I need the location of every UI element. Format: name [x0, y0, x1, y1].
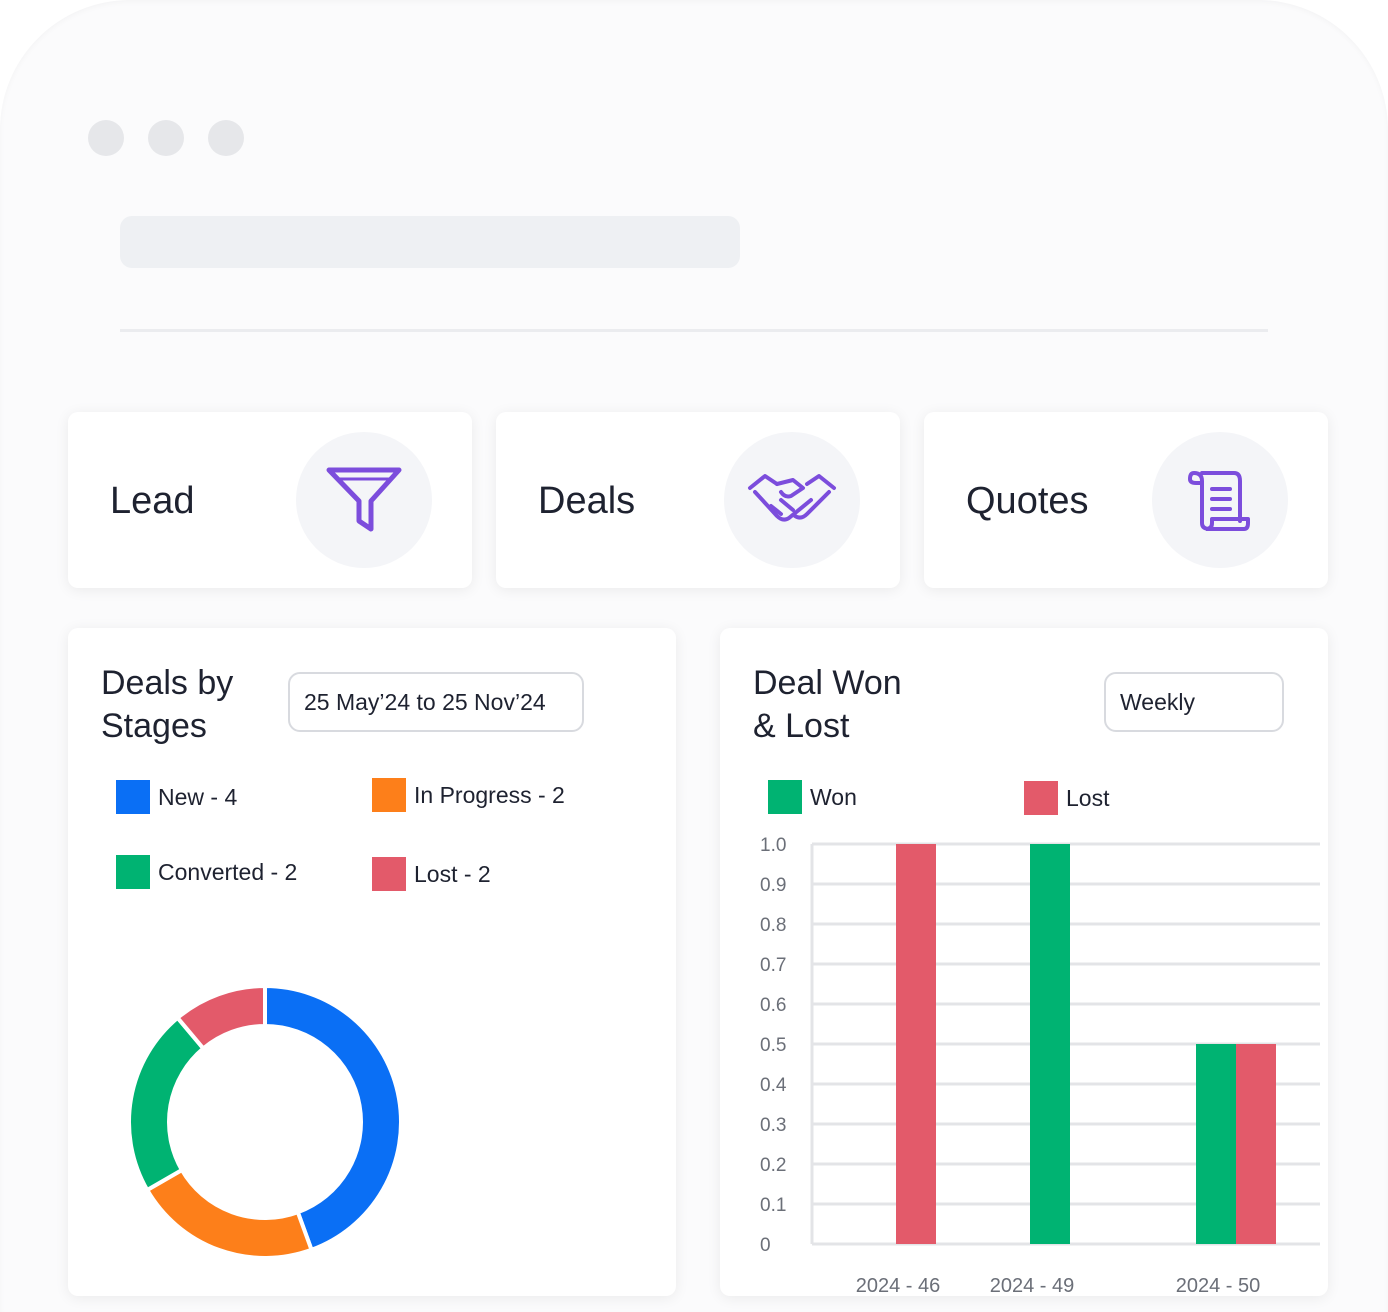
- x-tick-label: 2024 - 49: [990, 1275, 1075, 1297]
- window-control-dot[interactable]: [208, 120, 244, 156]
- search-bar-placeholder[interactable]: [120, 216, 740, 268]
- legend-label: Lost - 2: [414, 860, 491, 887]
- legend-label: Lost: [1066, 784, 1110, 811]
- legend-label: In Progress - 2: [414, 781, 565, 808]
- legend-swatch: [116, 855, 150, 889]
- legend-item-new: New - 4: [116, 780, 237, 814]
- panel-title: Deals by Stages: [101, 664, 234, 745]
- legend-item-in-progress: In Progress - 2: [372, 778, 565, 812]
- y-tick-label: 0: [760, 1235, 771, 1256]
- y-tick-label: 0.6: [760, 995, 786, 1016]
- y-tick-label: 0.3: [760, 1115, 786, 1136]
- panel-title: Deal Won & Lost: [753, 664, 902, 745]
- donut-slice-converted: [127, 1014, 207, 1193]
- bar-won: [1196, 1044, 1236, 1244]
- y-tick-label: 0.7: [760, 955, 786, 976]
- donut-slice-new: [263, 983, 403, 1253]
- legend-item-converted: Converted - 2: [116, 855, 297, 889]
- bar-lost: [896, 844, 936, 1244]
- bar-lost: [1236, 1044, 1276, 1244]
- header-divider: [120, 329, 1268, 332]
- won-lost-bar-chart: 1.0 0.9 0.8 0.7 0.6 0.5 0.4 0.3 0.2 0.1 0 2024 - 46…: [760, 835, 1320, 1297]
- deals-card[interactable]: Deals: [496, 412, 900, 588]
- deals-by-stages-panel: Deals by Stages 25 May’24 to 25 Nov’24 N…: [68, 628, 676, 1296]
- quotes-card[interactable]: Quotes: [924, 412, 1328, 588]
- window-control-dot[interactable]: [88, 120, 124, 156]
- card-title: Quotes: [966, 480, 1089, 522]
- legend-label: Converted - 2: [158, 858, 298, 885]
- stages-donut-chart: [127, 983, 403, 1260]
- bar-won: [1030, 844, 1070, 1244]
- scroll-icon: [1152, 432, 1288, 568]
- y-tick-label: 0.8: [760, 915, 786, 936]
- deal-won-lost-panel: Deal Won & Lost Weekly Won Lost 1.0 0.9 0.…: [720, 628, 1328, 1297]
- legend-label: New - 4: [158, 783, 238, 810]
- card-title: Lead: [110, 480, 195, 522]
- y-tick-label: 0.2: [760, 1155, 786, 1176]
- y-tick-label: 0.9: [760, 875, 786, 896]
- legend-swatch: [372, 857, 406, 891]
- window-control-dot[interactable]: [148, 120, 184, 156]
- legend-swatch: [1024, 781, 1058, 815]
- date-range-select[interactable]: 25 May’24 to 25 Nov’24: [288, 672, 584, 732]
- y-tick-label: 0.1: [760, 1195, 786, 1216]
- x-tick-label: 2024 - 46: [856, 1275, 941, 1297]
- lead-card[interactable]: Lead: [68, 412, 472, 588]
- funnel-icon: [296, 432, 432, 568]
- card-title: Deals: [538, 480, 636, 522]
- donut-slice-lost: [174, 983, 267, 1052]
- legend-item-lost: Lost: [1024, 781, 1109, 815]
- y-tick-label: 0.5: [760, 1035, 786, 1056]
- legend-label: Won: [810, 783, 857, 810]
- x-tick-label: 2024 - 50: [1176, 1275, 1261, 1297]
- handshake-icon: [724, 432, 860, 568]
- donut-slice-in-progress: [144, 1167, 315, 1260]
- legend-swatch: [372, 778, 406, 812]
- y-tick-label: 0.4: [760, 1075, 787, 1096]
- period-select[interactable]: Weekly: [1104, 672, 1284, 732]
- legend-item-lost: Lost - 2: [372, 857, 491, 891]
- legend-item-won: Won: [768, 780, 857, 814]
- y-tick-label: 1.0: [760, 835, 786, 856]
- legend-swatch: [768, 780, 802, 814]
- legend-swatch: [116, 780, 150, 814]
